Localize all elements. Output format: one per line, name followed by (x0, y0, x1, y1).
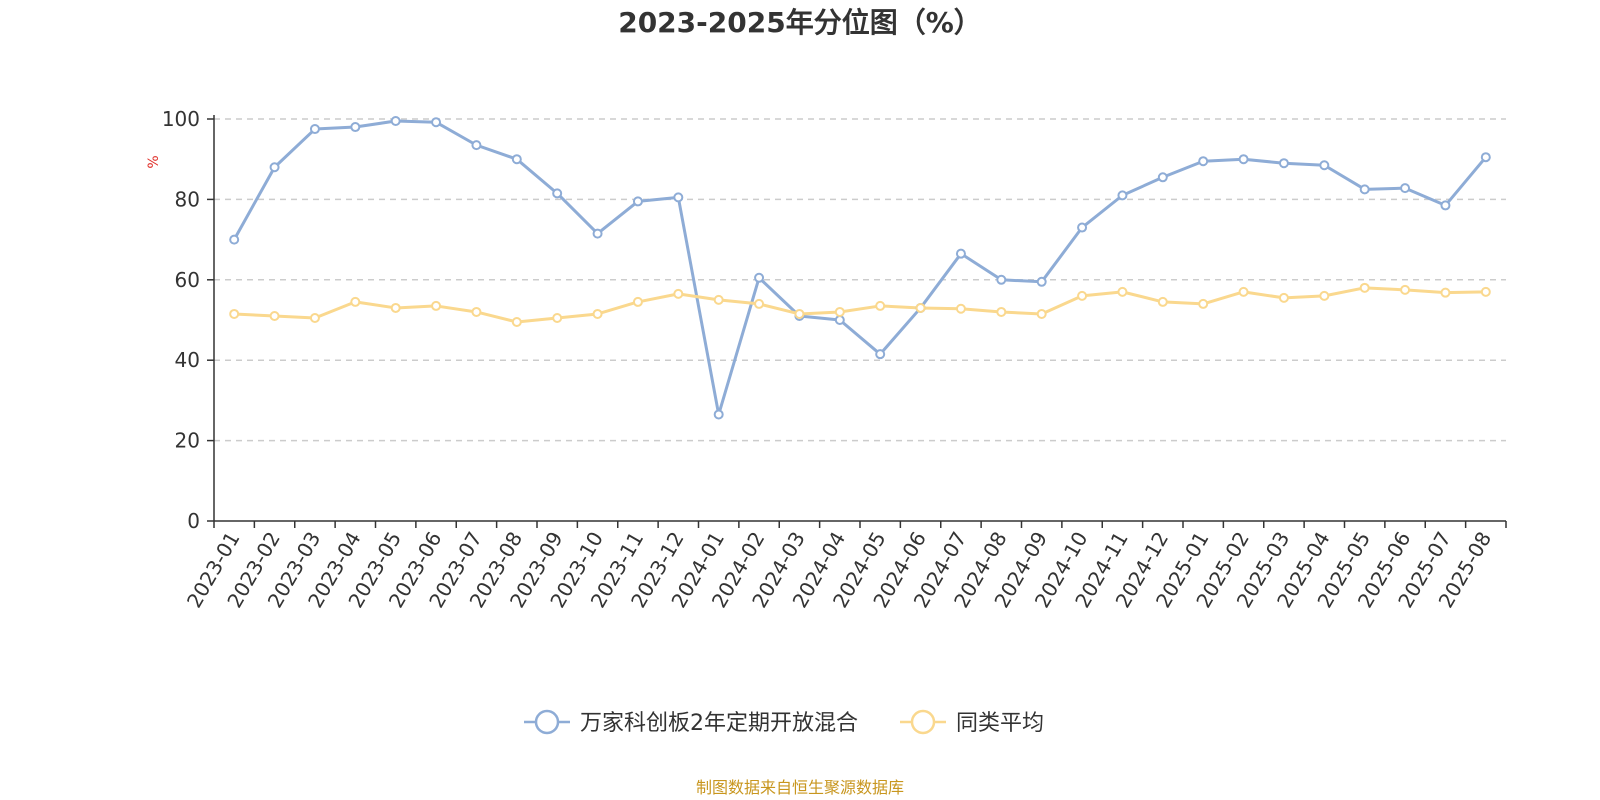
series-0-point (471, 140, 482, 151)
series-1-point (955, 303, 966, 314)
series-0-point (1400, 183, 1411, 194)
series-1-point (229, 308, 240, 319)
series-0-point (229, 234, 240, 245)
series-0-point (1036, 276, 1047, 287)
y-tick-label: 40 (175, 348, 200, 372)
series-1-point (511, 317, 522, 328)
series-0-point (1319, 160, 1330, 171)
series-1-point (1319, 290, 1330, 301)
series-line-0 (232, 119, 1487, 416)
series-0-point (511, 154, 522, 165)
series-1-point (1359, 282, 1370, 293)
series-0-point (996, 274, 1007, 285)
series-1-point (673, 288, 684, 299)
series-0-point (673, 192, 684, 203)
series-1-point (592, 308, 603, 319)
series-1-point (875, 300, 886, 311)
series-0-point (834, 315, 845, 325)
y-tick-label: 60 (175, 268, 200, 292)
legend-item-1[interactable]: 同类平均 (900, 709, 1044, 736)
data-source-note: 制图数据来自恒生聚源数据库 (696, 778, 904, 797)
series-0-point (431, 117, 442, 128)
series-1-point (1036, 308, 1047, 319)
series-1-point (390, 302, 401, 313)
series-1-point (1198, 298, 1209, 309)
series-0-point (1198, 156, 1209, 167)
series-0-point (1157, 172, 1168, 183)
series-0-point (754, 272, 765, 283)
y-tick-label: 100 (162, 107, 200, 131)
series-1-point (794, 308, 805, 319)
series-1-point (632, 296, 643, 307)
series-1-point (350, 296, 361, 307)
series-1-point (834, 306, 845, 317)
series-1-point (1278, 292, 1289, 303)
series-0-point (592, 228, 603, 239)
series-1-point (1400, 284, 1411, 295)
series-1-point (1480, 286, 1491, 297)
chart-title: 2023-2025年分位图（%） (618, 6, 982, 39)
series-1-point (915, 302, 926, 313)
y-axis-unit: % (146, 155, 162, 168)
series-0-point (875, 349, 886, 360)
series-1-point (1077, 290, 1088, 301)
series-0-point (390, 116, 401, 127)
series-1-point (1238, 286, 1249, 297)
series-0-point (309, 124, 320, 135)
series-0-point (1077, 222, 1088, 233)
legend-circle-icon (534, 709, 560, 735)
series-0-point (350, 122, 361, 133)
series-1-point (552, 312, 563, 323)
series-1-point (713, 294, 724, 305)
axes (207, 115, 1507, 528)
series-0-point (269, 162, 280, 173)
series-0-point (713, 409, 724, 420)
legend: 万家科创板2年定期开放混合 同类平均 (524, 709, 1044, 736)
series-0-point (1278, 158, 1289, 169)
series-0-point (552, 188, 563, 199)
series-0-point (1238, 154, 1249, 165)
series-0-point (1117, 190, 1128, 201)
y-tick-label: 80 (175, 187, 200, 211)
y-tick-label: 20 (175, 429, 200, 453)
series-1-point (1440, 287, 1451, 298)
y-tick-labels: 0 20 40 60 80 100 (162, 107, 200, 533)
series-line-1 (234, 286, 1486, 324)
series-0-point (632, 196, 643, 207)
series-1-point (1117, 286, 1128, 297)
series-1-point (1157, 296, 1168, 307)
legend-circle-icon (910, 709, 936, 735)
series-0-point (1359, 184, 1370, 195)
series-layer (229, 116, 1491, 420)
legend-label: 万家科创板2年定期开放混合 (580, 711, 858, 736)
series-1-point (996, 306, 1007, 317)
legend-label: 同类平均 (956, 711, 1044, 736)
legend-item-0[interactable]: 万家科创板2年定期开放混合 (524, 709, 858, 736)
y-tick-label: 0 (187, 509, 200, 533)
grid-lines (214, 118, 1506, 442)
series-0-point (1440, 200, 1451, 211)
series-1-point (471, 306, 482, 317)
series-1-point (754, 298, 765, 309)
x-tick-labels: 2023-012023-022023-032023-042023-052023-… (182, 528, 1496, 612)
series-1-point (431, 300, 442, 311)
series-1-point (269, 310, 280, 321)
series-1-point (309, 312, 320, 323)
series-0-point (955, 248, 966, 259)
series-0-point (1480, 152, 1491, 163)
